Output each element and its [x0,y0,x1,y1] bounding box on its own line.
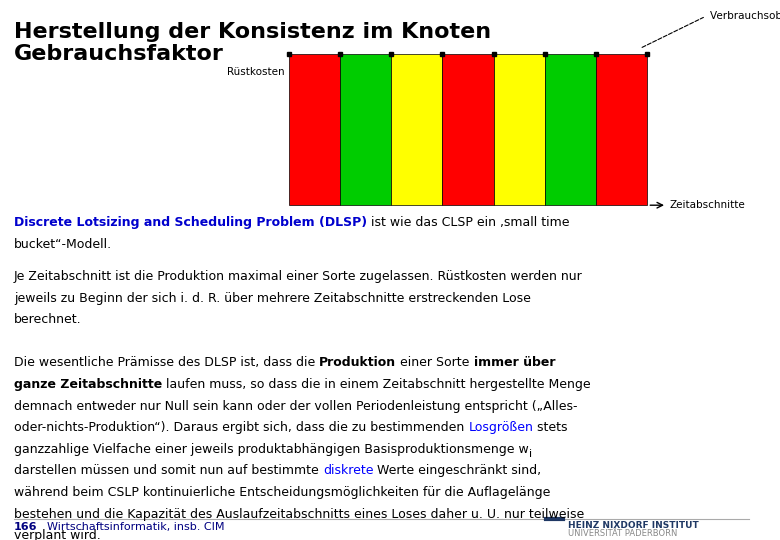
Text: laufen muss, so dass die in einem Zeitabschnitt hergestellte Menge: laufen muss, so dass die in einem Zeitab… [162,378,591,391]
Text: oder-nichts-Produktion“). Daraus ergibt sich, dass die zu bestimmenden: oder-nichts-Produktion“). Daraus ergibt … [14,421,468,434]
Text: ist wie das CLSP ein ‚small time: ist wie das CLSP ein ‚small time [367,216,569,229]
Text: Losgrößen: Losgrößen [468,421,534,434]
Text: ganzzahlige Vielfache einer jeweils produktabhängigen Basisproduktionsmenge w: ganzzahlige Vielfache einer jeweils prod… [14,443,529,456]
Text: verplant wird.: verplant wird. [14,529,101,540]
Text: Je Zeitabschnitt ist die Produktion maximal einer Sorte zugelassen. Rüstkosten w: Je Zeitabschnitt ist die Produktion maxi… [14,270,583,283]
Text: Wirtschaftsinformatik, insb. CIM: Wirtschaftsinformatik, insb. CIM [47,522,225,532]
Text: UNIVERSITÄT PADERBORN: UNIVERSITÄT PADERBORN [568,529,677,538]
Bar [289,54,340,205]
Text: Die wesentliche Prämisse des DLSP ist, dass die: Die wesentliche Prämisse des DLSP ist, d… [14,356,319,369]
Bar [391,54,442,205]
Text: HEINZ NIXDORF INSTITUT: HEINZ NIXDORF INSTITUT [568,521,699,530]
Bar [545,54,596,205]
Text: stets: stets [534,421,568,434]
Text: 166: 166 [14,522,37,532]
Text: während beim CSLP kontinuierliche Entscheidungsmöglichkeiten für die Auflageläng: während beim CSLP kontinuierliche Entsch… [14,486,551,499]
Text: immer über: immer über [473,356,555,369]
Bar [340,54,391,205]
Text: Werte eingeschränkt sind,: Werte eingeschränkt sind, [374,464,541,477]
Text: bestehen und die Kapazität des Auslaufzeitabschnitts eines Loses daher u. U. nur: bestehen und die Kapazität des Auslaufze… [14,508,584,521]
Text: Produktion: Produktion [319,356,396,369]
Text: Herstellung der Konsistenz im Knoten: Herstellung der Konsistenz im Knoten [14,22,491,42]
Text: Rüstkosten: Rüstkosten [227,67,285,77]
Text: einer Sorte: einer Sorte [396,356,473,369]
Text: diskrete: diskrete [323,464,374,477]
Text: demnach entweder nur Null sein kann oder der vollen Periodenleistung entspricht : demnach entweder nur Null sein kann oder… [14,400,577,413]
Bar [494,54,545,205]
Text: ganze Zeitabschnitte: ganze Zeitabschnitte [14,378,162,391]
Text: berechnet.: berechnet. [14,313,82,326]
Text: Zeitabschnitte: Zeitabschnitte [669,200,745,210]
Text: Discrete Lotsizing and Scheduling Problem (DLSP): Discrete Lotsizing and Scheduling Proble… [14,216,367,229]
Text: darstellen müssen und somit nun auf bestimmte: darstellen müssen und somit nun auf best… [14,464,323,477]
Text: bucket“-Modell.: bucket“-Modell. [14,238,112,251]
Text: Verbrauchsobjekte j: Verbrauchsobjekte j [710,11,780,21]
Text: Gebrauchsfaktor: Gebrauchsfaktor [14,44,224,64]
Bar [596,54,647,205]
Text: i: i [529,449,532,460]
Bar [442,54,494,205]
Text: jeweils zu Beginn der sich i. d. R. über mehrere Zeitabschnitte erstreckenden Lo: jeweils zu Beginn der sich i. d. R. über… [14,292,531,305]
